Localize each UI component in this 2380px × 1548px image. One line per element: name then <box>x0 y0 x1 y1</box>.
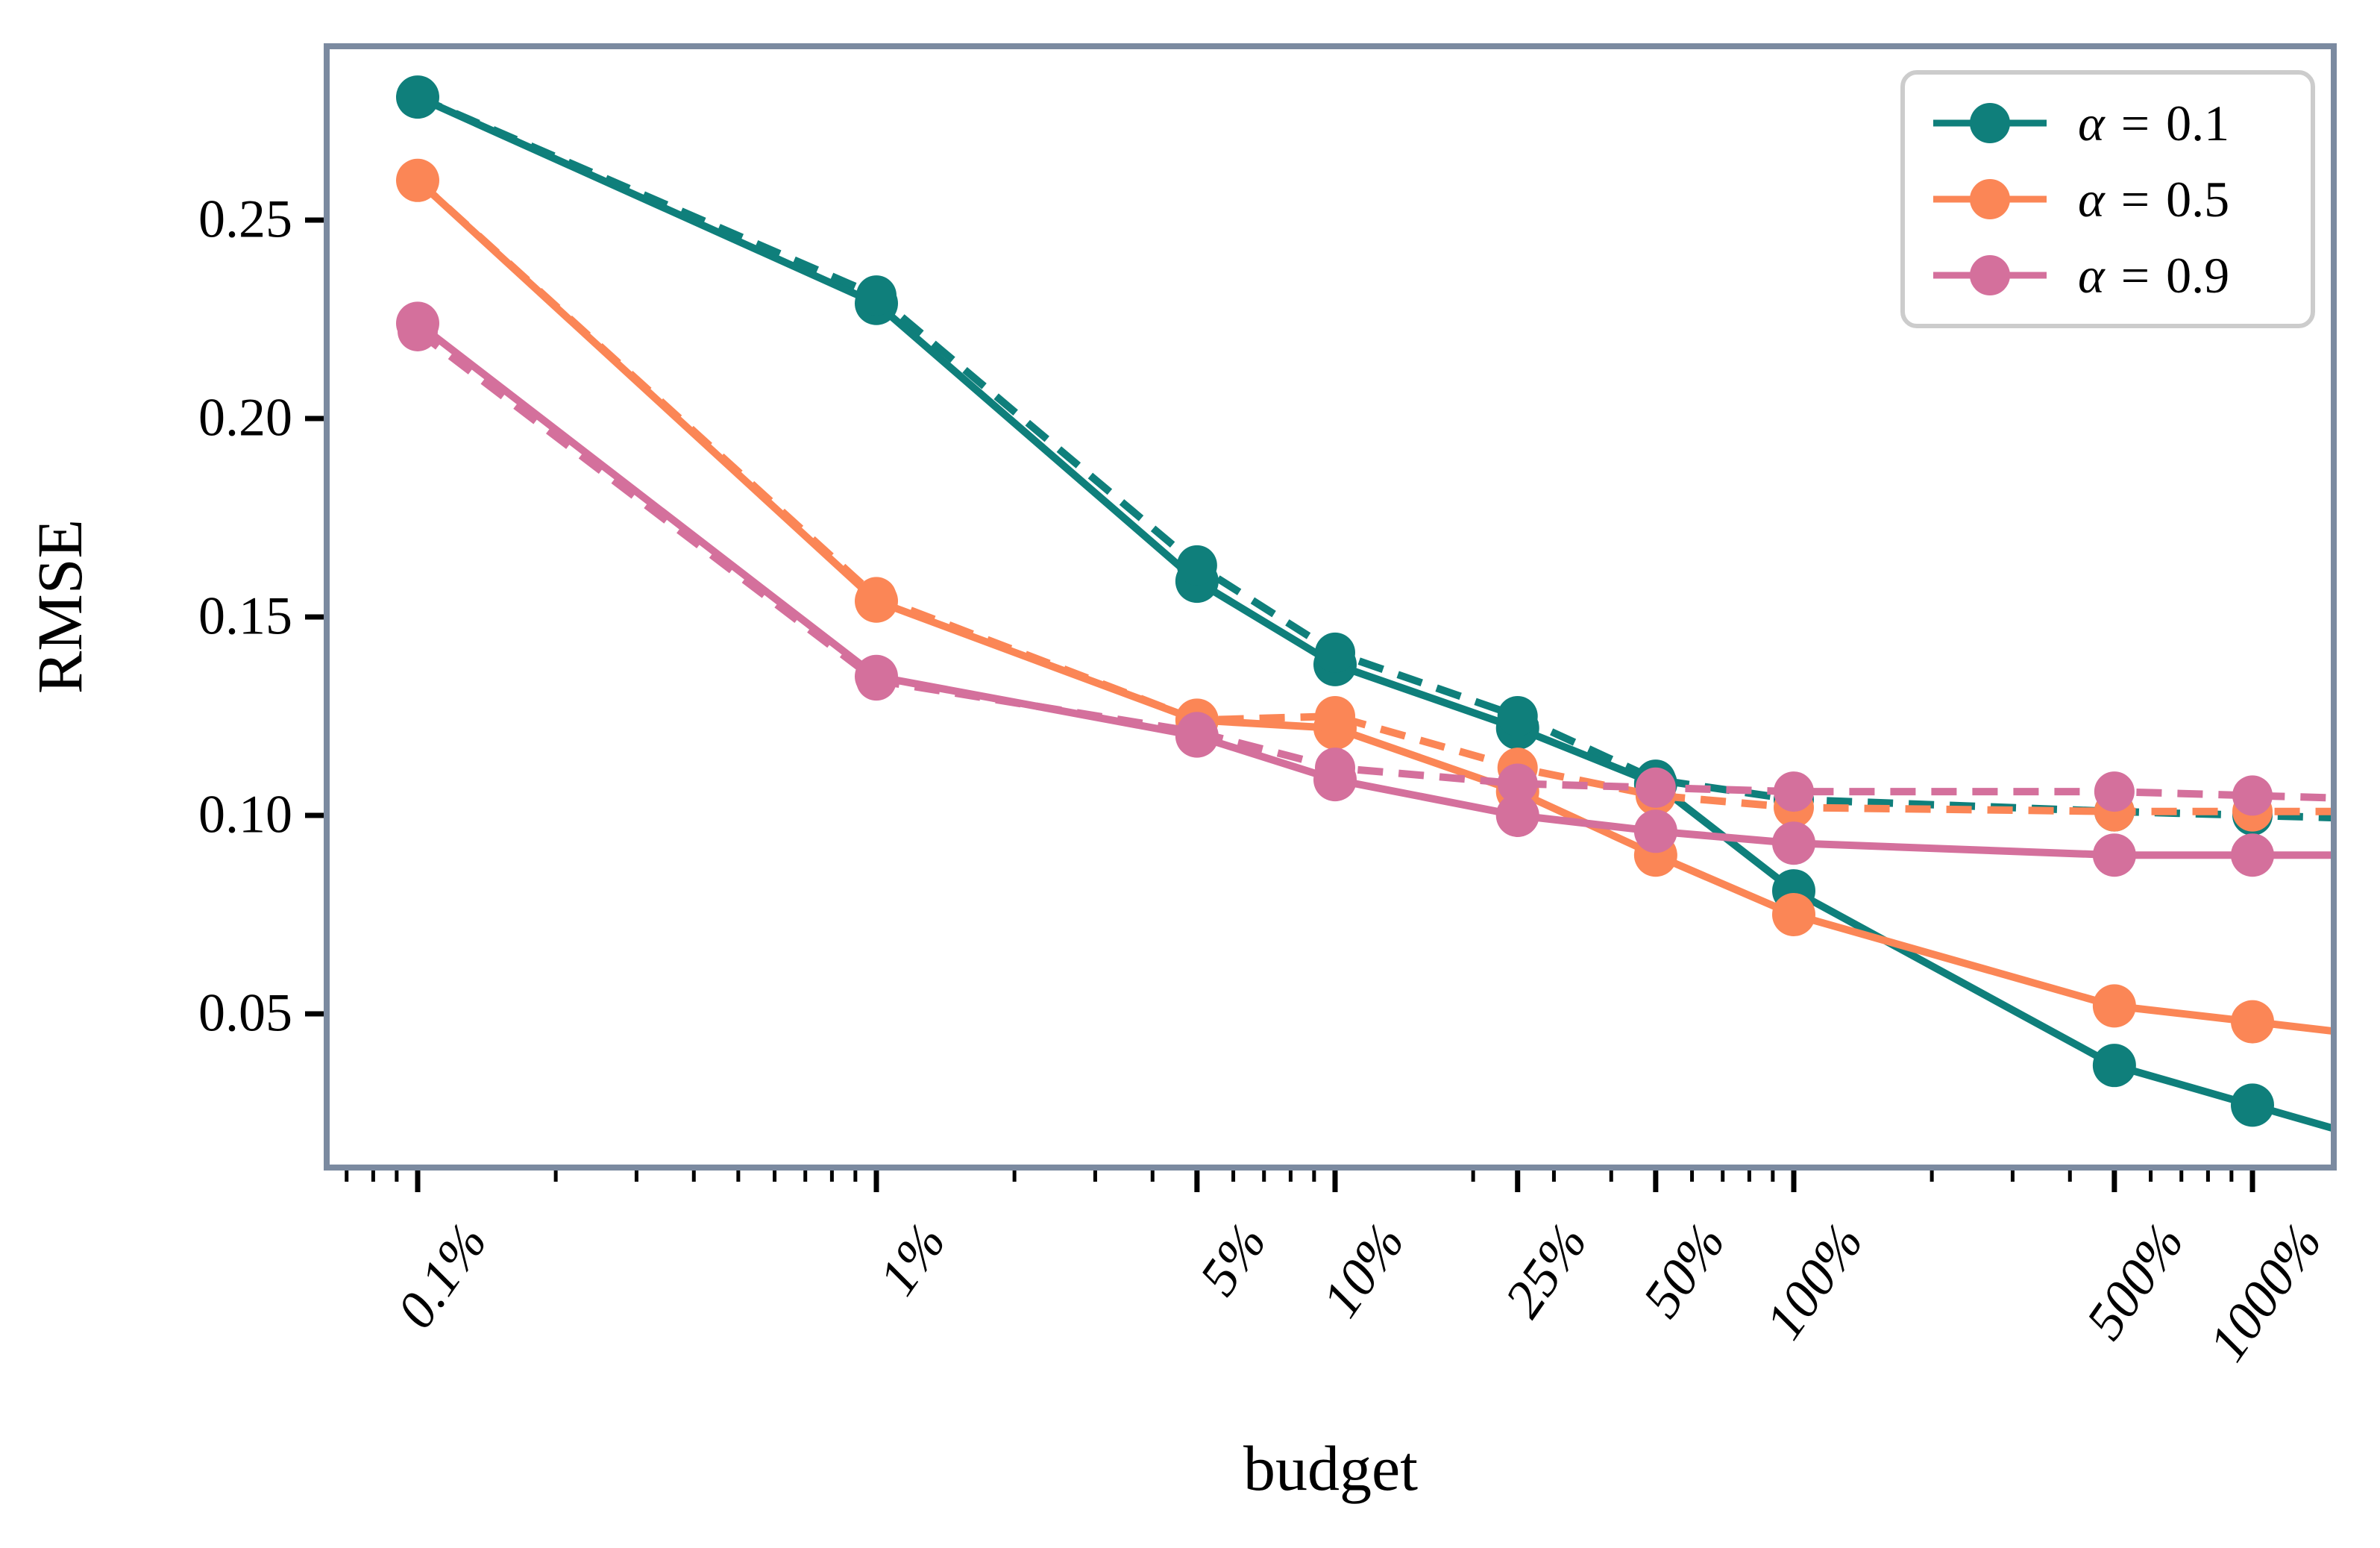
equals-sign: = <box>2120 95 2150 151</box>
data-point-marker <box>2092 984 2136 1028</box>
data-point-marker <box>398 160 438 201</box>
y-tick-label: 0.20 <box>198 387 292 448</box>
x-axis-minor-ticks <box>345 1171 2234 1182</box>
data-point-marker <box>2092 833 2136 877</box>
data-point-marker <box>1774 771 1814 812</box>
alpha-symbol: α <box>2078 247 2105 304</box>
data-point-marker <box>1633 809 1677 853</box>
data-point-marker <box>2092 1044 2136 1088</box>
series-line-alpha-0.1-dashed- <box>416 93 2331 821</box>
alpha-symbol: α <box>2078 95 2105 151</box>
y-tick-label: 0.25 <box>198 189 292 249</box>
data-point-marker <box>1772 821 1815 865</box>
legend-item-alpha-0.5: α = 0.5 <box>1930 173 2285 225</box>
y-tick-label: 0.15 <box>198 586 292 646</box>
data-point-marker <box>2231 833 2274 877</box>
alpha-symbol: α <box>2078 171 2105 228</box>
data-point-marker <box>1315 632 1355 673</box>
equals-sign: = <box>2120 171 2150 228</box>
series-line-alpha-0.1-solid- <box>415 93 2331 1132</box>
x-axis-major-ticks <box>415 1171 2255 1192</box>
data-point-marker <box>1497 696 1538 736</box>
data-point-marker <box>2094 771 2135 812</box>
y-tick-label: 0.10 <box>198 784 292 844</box>
data-point-marker <box>856 275 897 316</box>
y-axis-major-ticks <box>305 217 324 1017</box>
equals-sign: = <box>2120 247 2150 304</box>
legend-item-alpha-0.9: α = 0.9 <box>1930 249 2285 301</box>
data-point-marker <box>398 310 438 351</box>
data-point-marker <box>1497 763 1538 804</box>
legend: α = 0.1 α = 0.5 α = 0.9 <box>1900 70 2315 328</box>
data-point-marker <box>856 660 897 701</box>
legend-line-sample-orange <box>1933 179 2047 219</box>
legend-label: α = 0.5 <box>2078 174 2229 225</box>
legend-label: α = 0.9 <box>2078 250 2229 301</box>
series-line-alpha-0.5-dashed- <box>415 178 2331 815</box>
x-axis-title: budget <box>1243 1432 1419 1504</box>
legend-line-sample-pink <box>1933 255 2047 295</box>
series-group <box>396 75 2331 1132</box>
data-point-marker <box>1176 545 1217 586</box>
legend-line-sample-teal <box>1933 103 2047 143</box>
data-point-marker <box>1772 893 1815 936</box>
legend-label: α = 0.1 <box>2078 98 2229 148</box>
alpha-value: 0.1 <box>2166 95 2230 151</box>
data-point-marker <box>1176 712 1217 753</box>
y-tick-label: 0.05 <box>198 983 292 1043</box>
legend-item-alpha-0.1: α = 0.1 <box>1930 97 2285 149</box>
data-point-marker <box>2231 1083 2274 1127</box>
series-line-alpha-0.9-dashed- <box>415 328 2331 802</box>
alpha-value: 0.9 <box>2166 247 2230 304</box>
data-point-marker <box>2232 775 2273 816</box>
y-axis-title: RMSE <box>24 518 95 695</box>
data-point-marker <box>856 577 897 618</box>
alpha-value: 0.5 <box>2166 171 2230 228</box>
data-point-marker <box>1315 696 1355 736</box>
data-point-marker <box>398 77 438 118</box>
data-point-marker <box>1315 748 1355 789</box>
data-point-marker <box>1635 767 1676 808</box>
data-point-marker <box>2231 1000 2274 1044</box>
data-point-marker <box>1495 794 1539 837</box>
